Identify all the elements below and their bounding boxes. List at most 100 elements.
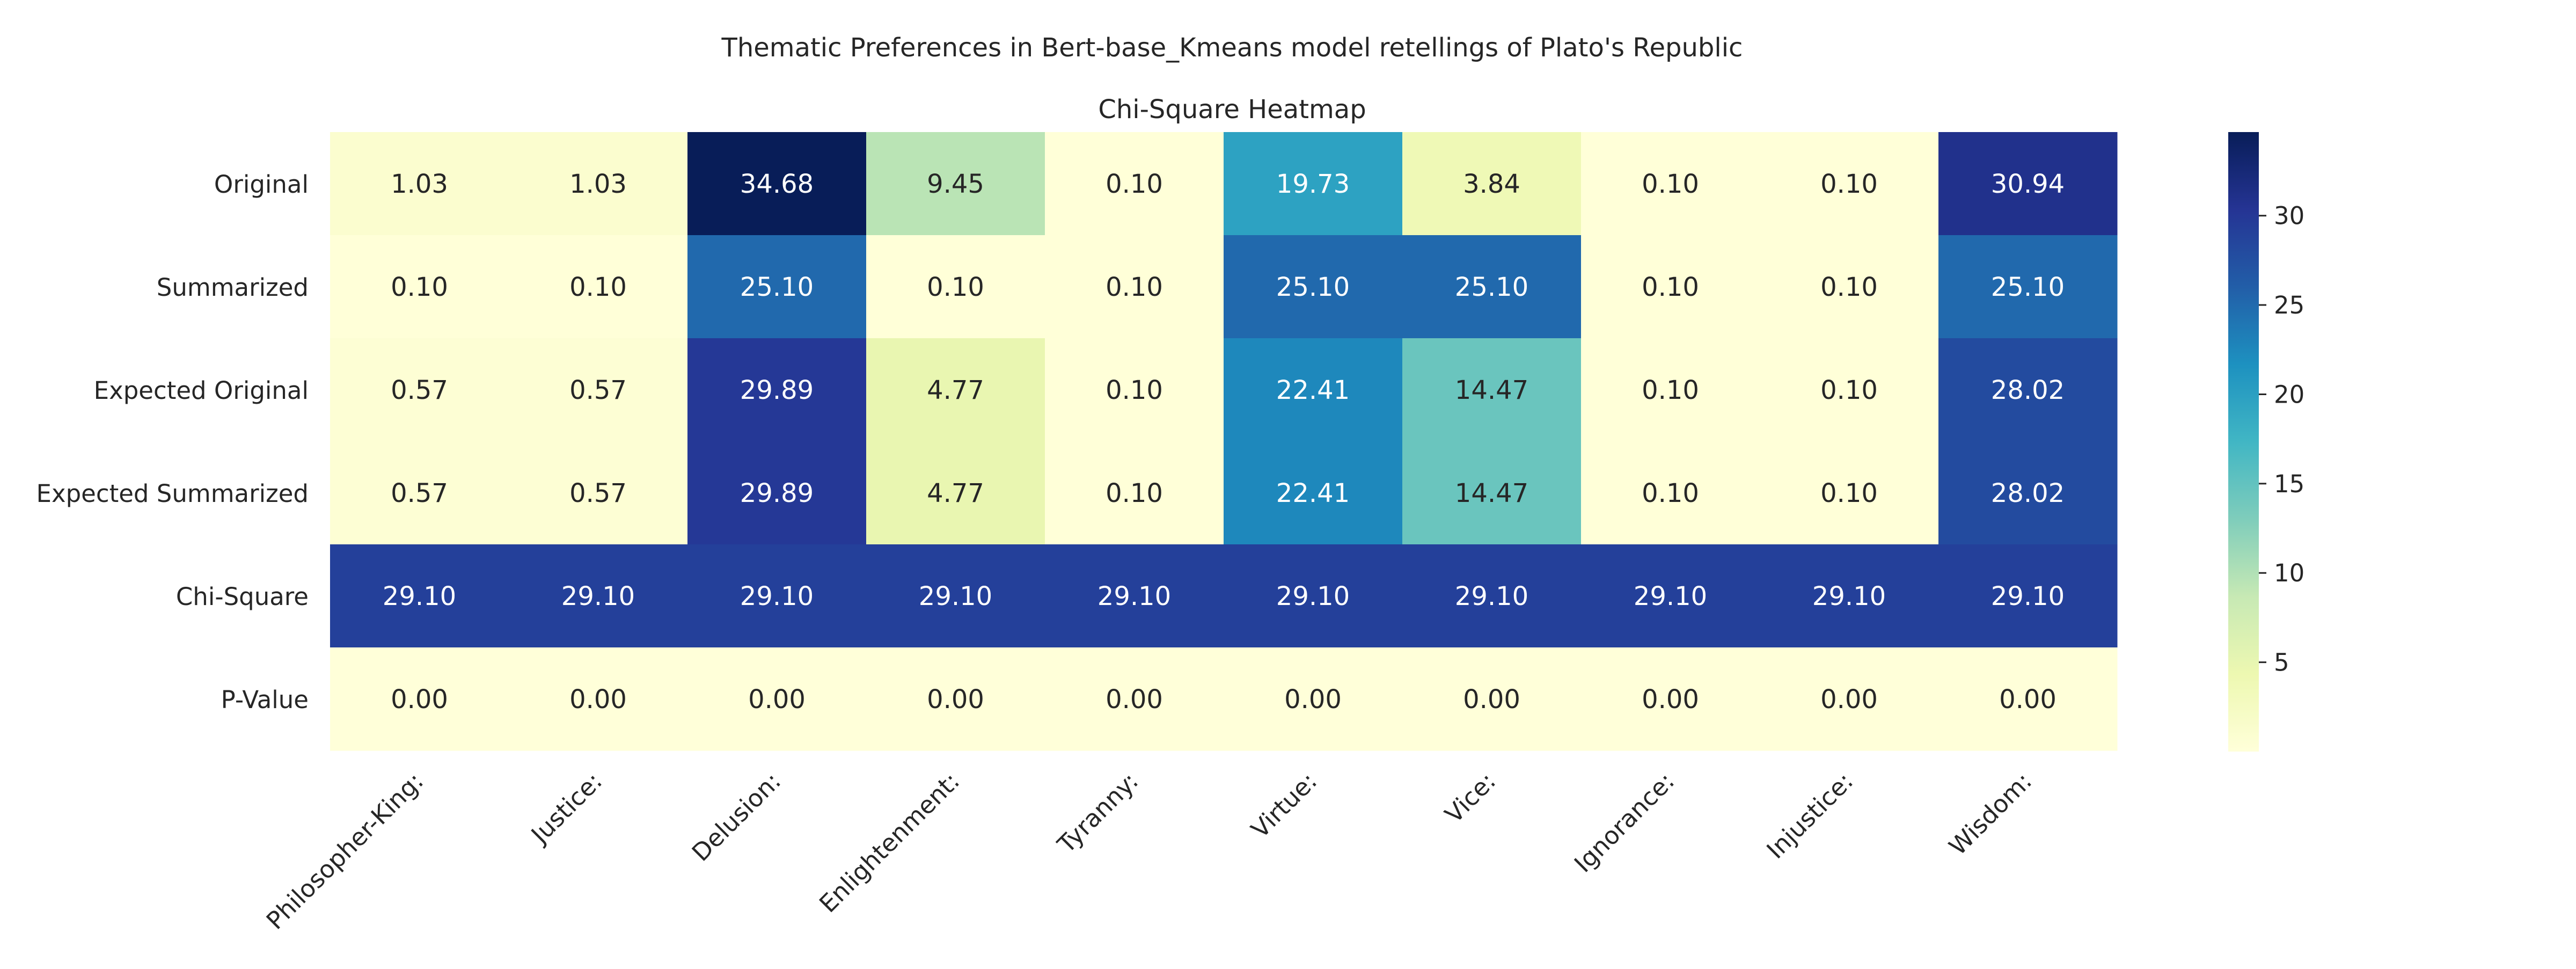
cell-value-label: 34.68 xyxy=(740,169,814,199)
row-tick-labels: Original Summarized Expected Original Expec… xyxy=(36,170,309,714)
cell-value-label: 0.00 xyxy=(569,684,627,715)
cell-value-label: 0.00 xyxy=(1106,684,1163,715)
heatmap-cell xyxy=(1760,235,1939,339)
cell-value-label: 4.77 xyxy=(927,375,984,405)
heatmap-cell xyxy=(866,338,1045,442)
heatmap-cell xyxy=(1045,647,1224,751)
heatmap-cell xyxy=(687,132,867,236)
colorbar-tick-label: 20 xyxy=(2274,380,2304,409)
column-tick-label: Vice: xyxy=(1439,767,1501,828)
row-tick-label: P-Value xyxy=(221,686,309,714)
heatmap-cell xyxy=(509,441,688,545)
heatmap-cell xyxy=(509,338,688,442)
colorbar-tick-label: 25 xyxy=(2274,291,2304,319)
cell-value-label: 29.10 xyxy=(919,581,992,611)
cell-value-label: 29.10 xyxy=(561,581,635,611)
heatmap-cell xyxy=(509,544,688,648)
cell-value-label: 25.10 xyxy=(1455,272,1528,302)
heatmap-cell xyxy=(687,647,867,751)
heatmap-cell xyxy=(1224,235,1403,339)
cell-value-label: 14.47 xyxy=(1455,375,1528,405)
cell-value-label: 0.57 xyxy=(569,478,627,508)
column-tick-label: Wisdom: xyxy=(1943,767,2037,861)
cell-value-label: 14.47 xyxy=(1455,478,1528,508)
row-tick-label: Expected Summarized xyxy=(36,479,309,508)
cell-value-label: 0.00 xyxy=(927,684,984,715)
heatmap-cell xyxy=(1760,441,1939,545)
cell-value-label: 0.10 xyxy=(391,272,448,302)
cell-value-label: 0.10 xyxy=(569,272,627,302)
heatmap-cell xyxy=(1402,132,1582,236)
cell-value-label: 25.10 xyxy=(740,272,814,302)
heatmap-cell xyxy=(687,441,867,545)
heatmap-cell xyxy=(509,132,688,236)
heatmap-cell xyxy=(1402,441,1582,545)
heatmap-cell xyxy=(330,544,509,648)
cell-value-label: 29.10 xyxy=(1097,581,1171,611)
cell-value-label: 0.10 xyxy=(1106,272,1163,302)
cell-value-label: 22.41 xyxy=(1276,478,1350,508)
cell-value-label: 0.00 xyxy=(1463,684,1520,715)
heatmap-cell xyxy=(1581,647,1760,751)
cell-value-label: 0.57 xyxy=(391,375,448,405)
cell-value-label: 30.94 xyxy=(1991,169,2065,199)
heatmap-cell xyxy=(1938,338,2118,442)
cell-value-label: 0.10 xyxy=(1106,169,1163,199)
cell-value-label: 29.10 xyxy=(1812,581,1886,611)
heatmap-cell xyxy=(330,338,509,442)
column-tick-label: Enlightenment: xyxy=(814,767,965,918)
cell-value-label: 29.89 xyxy=(740,478,814,508)
cell-value-label: 29.10 xyxy=(1276,581,1350,611)
cell-value-label: 29.10 xyxy=(1991,581,2065,611)
colorbar-tick-label: 15 xyxy=(2274,470,2304,498)
cell-value-label: 0.00 xyxy=(391,684,448,715)
heatmap-cell xyxy=(330,647,509,751)
cell-value-label: 9.45 xyxy=(927,169,984,199)
cell-value-label: 0.10 xyxy=(1642,272,1699,302)
heatmap-cell xyxy=(509,647,688,751)
cell-value-label: 25.10 xyxy=(1276,272,1350,302)
heatmap-cell xyxy=(1402,338,1582,442)
cell-value-label: 4.77 xyxy=(927,478,984,508)
heatmap-cell xyxy=(509,235,688,339)
heatmap-cell xyxy=(1045,235,1224,339)
heatmap-cell xyxy=(1045,544,1224,648)
heatmap-cell xyxy=(1760,338,1939,442)
heatmap-cell xyxy=(866,132,1045,236)
heatmap-cell xyxy=(1045,132,1224,236)
column-tick-label: Virtue: xyxy=(1246,767,1322,843)
column-tick-label: Justice: xyxy=(524,767,608,850)
cell-value-label: 29.10 xyxy=(740,581,814,611)
heatmap-cell xyxy=(1938,235,2118,339)
heatmap-cell xyxy=(866,235,1045,339)
cell-value-label: 0.10 xyxy=(1642,375,1699,405)
cell-value-label: 0.10 xyxy=(1642,169,1699,199)
column-tick-label: Delusion: xyxy=(686,767,786,866)
heatmap-cell xyxy=(1224,647,1403,751)
cell-value-label: 29.10 xyxy=(1634,581,1707,611)
heatmap-cell xyxy=(1760,544,1939,648)
column-tick-labels: Philosopher-King: Justice: Delusion: Enligh… xyxy=(261,767,2037,935)
heatmap-cell xyxy=(1224,132,1403,236)
heatmap-cell xyxy=(1938,441,2118,545)
cell-value-label: 0.00 xyxy=(748,684,806,715)
heatmap-cell xyxy=(1224,338,1403,442)
chart-title: Thematic Preferences in Bert-base_Kmeans… xyxy=(721,33,1743,63)
heatmap-cell xyxy=(1581,441,1760,545)
column-tick-label: Injustice: xyxy=(1761,767,1859,864)
cell-value-label: 0.00 xyxy=(1999,684,2057,715)
cell-value-label: 0.00 xyxy=(1820,684,1878,715)
heatmap-cell xyxy=(1581,235,1760,339)
cell-value-label: 0.10 xyxy=(1642,478,1699,508)
column-tick-label: Ignorance: xyxy=(1569,767,1680,878)
cell-value-label: 0.57 xyxy=(569,375,627,405)
cell-value-label: 29.10 xyxy=(1455,581,1528,611)
cell-value-label: 29.89 xyxy=(740,375,814,405)
heatmap-cells xyxy=(330,132,2118,751)
heatmap-cell xyxy=(687,544,867,648)
cell-value-label: 3.84 xyxy=(1463,169,1520,199)
cell-value-label: 1.03 xyxy=(391,169,448,199)
row-tick-label: Original xyxy=(214,170,309,199)
